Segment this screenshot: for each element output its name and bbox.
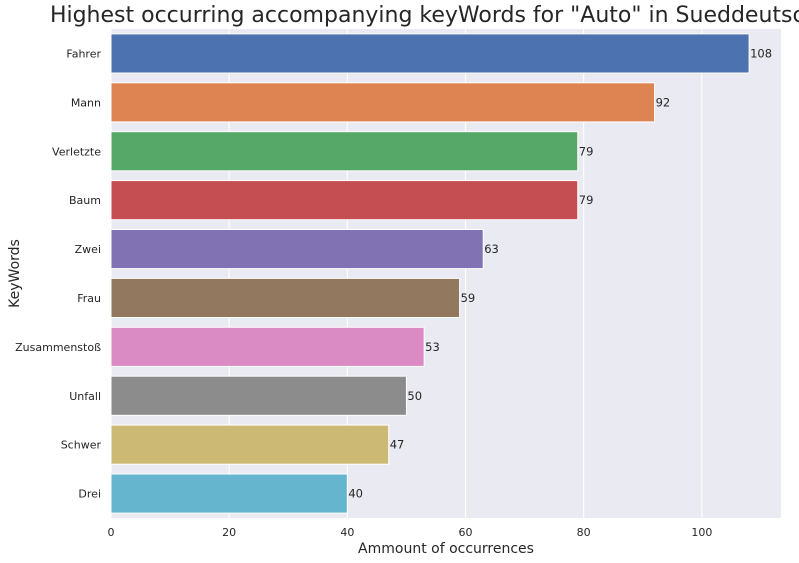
bar-value-label: 63 <box>484 242 499 256</box>
x-tick-label: 40 <box>340 526 354 539</box>
bar-value-label: 47 <box>390 438 405 452</box>
bar-value-label: 59 <box>461 291 476 305</box>
x-axis-label: Ammount of occurrences <box>358 541 534 557</box>
bar-1 <box>110 82 656 123</box>
bars <box>110 33 750 514</box>
y-tick-label: Drei <box>78 488 101 501</box>
bar-value-label: 50 <box>407 389 422 403</box>
chart-title: Highest occurring accompanying keyWords … <box>50 3 799 28</box>
bar-value-label: 40 <box>348 487 363 501</box>
bar-3 <box>110 180 579 221</box>
x-tick-label: 80 <box>577 526 591 539</box>
y-tick-label: Baum <box>69 194 101 207</box>
bar-0 <box>110 33 750 74</box>
y-tick-label: Mann <box>71 96 101 109</box>
y-tick-label: Frau <box>77 292 101 305</box>
bar-8 <box>110 424 390 465</box>
bar-9 <box>110 473 348 514</box>
bar-value-label: 108 <box>750 46 772 60</box>
x-tick-label: 100 <box>691 526 712 539</box>
x-tick-label: 0 <box>108 526 115 539</box>
bar-value-label: 92 <box>656 95 671 109</box>
x-tick-label: 20 <box>222 526 236 539</box>
y-tick-label: Fahrer <box>66 47 101 60</box>
bar-value-label: 79 <box>579 144 594 158</box>
bar-value-label: 79 <box>579 193 594 207</box>
y-tick-label: Verletzte <box>52 145 101 158</box>
y-tick-label: Schwer <box>61 439 102 452</box>
y-tick-labels: Fahrer Mann Verletzte Baum Zwei Frau Zusammens… <box>15 47 101 500</box>
bar-6 <box>110 326 425 367</box>
bar-2 <box>110 131 579 172</box>
x-tick-label: 60 <box>458 526 472 539</box>
bar-7 <box>110 375 407 416</box>
bar-5 <box>110 277 461 319</box>
data-labels: 108 92 79 79 63 59 53 50 47 40 <box>348 46 772 500</box>
y-axis-label: KeyWords <box>7 239 23 308</box>
bar-4 <box>110 228 484 270</box>
bar-value-label: 53 <box>425 340 440 354</box>
y-tick-label: Unfall <box>69 390 101 403</box>
y-tick-label: Zusammenstoß <box>15 341 101 354</box>
y-tick-label: Zwei <box>75 243 101 256</box>
x-tick-labels: 0 20 40 60 80 100 <box>108 526 713 539</box>
